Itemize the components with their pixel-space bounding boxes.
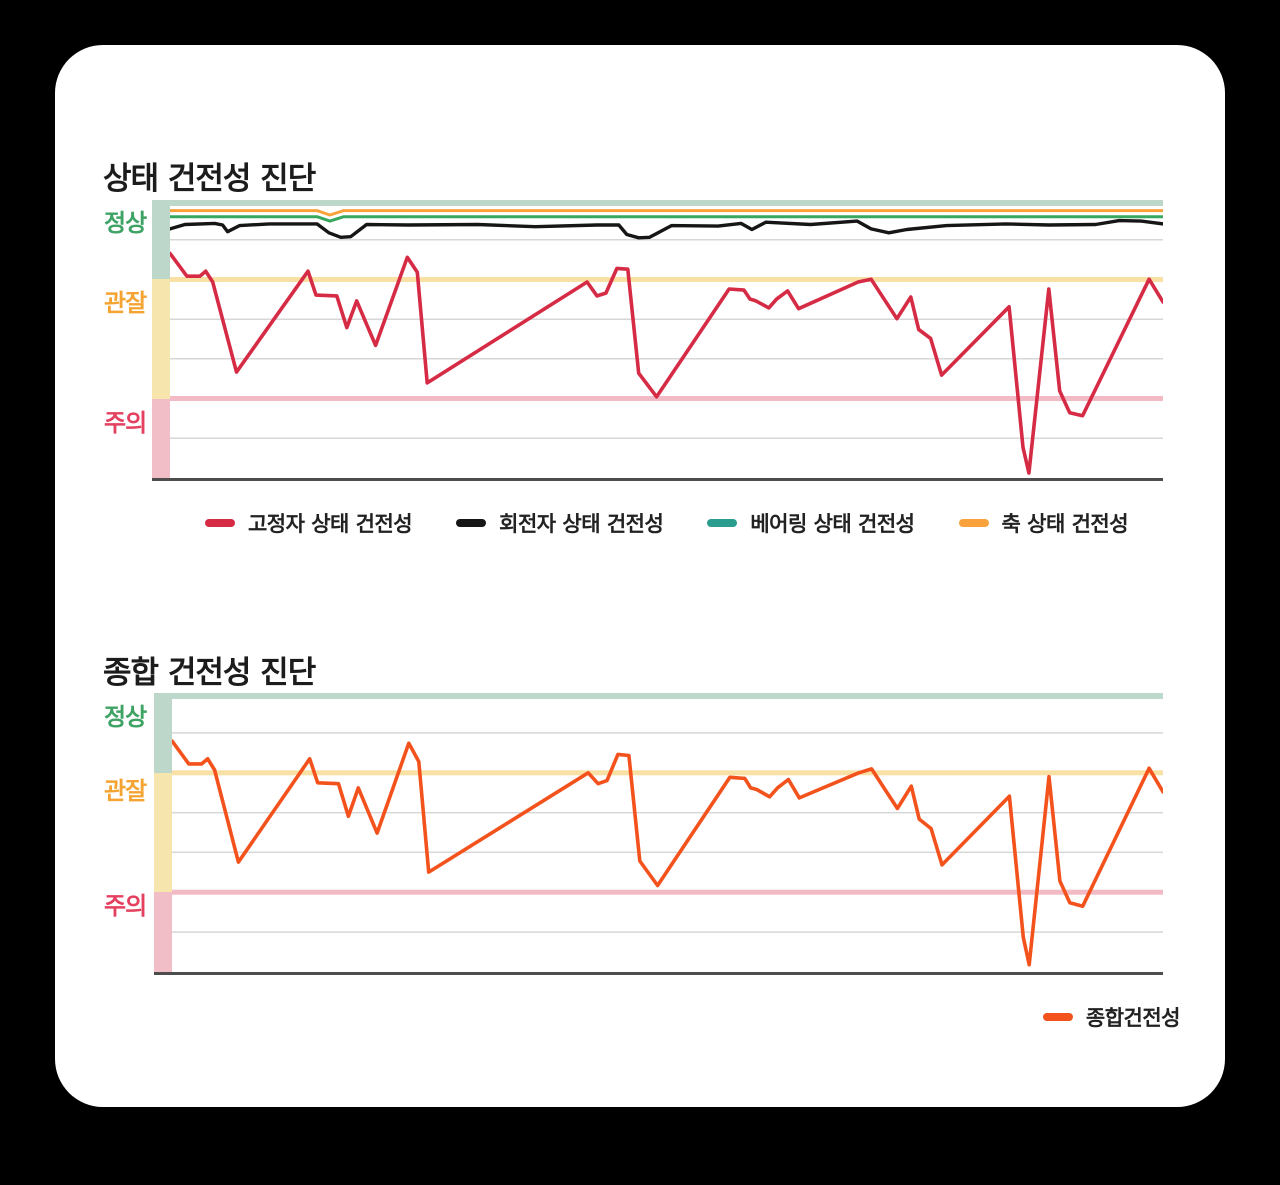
gridline-2 xyxy=(172,851,1163,854)
chart2-zone-label-normal: 정상 xyxy=(104,703,147,731)
gridline-0 xyxy=(170,239,1163,241)
stator-swatch xyxy=(204,519,235,527)
bearing-swatch xyxy=(707,519,738,527)
legend-item-overall: 종합건전성 xyxy=(1042,1002,1181,1032)
chart1-canvas xyxy=(170,200,1163,475)
legend-item-shaft: 축 상태 건전성 xyxy=(958,508,1129,538)
chart2-zone-band-column xyxy=(154,693,172,973)
chart1-area xyxy=(152,200,1163,481)
dashboard-card: 상태 건전성 진단 정상 관잘 주의 고정자 상태 건전성 회전자 상태 건전성… xyxy=(55,45,1225,1107)
chart2-canvas xyxy=(172,693,1163,967)
chart1-band-normal xyxy=(152,200,170,280)
legend-item-stator: 고정자 상태 건전성 xyxy=(204,508,413,538)
condition-health-chart-title: 상태 건전성 진단 xyxy=(103,160,316,197)
rotor-line xyxy=(170,218,1163,240)
chart1-zone-label-normal: 정상 xyxy=(104,209,147,237)
overall-health-chart-title: 종합 건전성 진단 xyxy=(103,654,316,691)
stator-line xyxy=(170,251,1163,475)
chart2-zone-label-caution: 주의 xyxy=(104,892,147,920)
chart2-band-caution xyxy=(154,892,172,973)
normal-zone-strip xyxy=(172,693,1163,699)
overall-line xyxy=(172,739,1163,967)
chart2-zone-label-observe: 관잘 xyxy=(104,777,147,805)
caution-threshold-line xyxy=(170,395,1163,401)
stator-legend-label: 고정자 상태 건전성 xyxy=(247,512,413,536)
gridline-3 xyxy=(172,931,1163,933)
overall-swatch xyxy=(1042,1013,1073,1021)
legend-item-rotor: 회전자 상태 건전성 xyxy=(456,508,664,538)
bearing-line xyxy=(170,215,1163,223)
shaft-legend-label: 축 상태 건전성 xyxy=(1001,512,1129,536)
chart1-zone-label-caution: 주의 xyxy=(104,409,147,437)
observe-threshold-line xyxy=(170,277,1163,283)
gridline-1 xyxy=(172,811,1163,814)
normal-zone-strip xyxy=(170,200,1163,206)
chart2-band-normal xyxy=(154,693,172,773)
chart1-zone-label-observe: 관잘 xyxy=(104,289,147,317)
chart1-band-observe xyxy=(152,279,170,399)
chart2-area xyxy=(154,693,1163,975)
overall-legend-label: 종합건전성 xyxy=(1085,1006,1181,1030)
legend-item-bearing: 베어링 상태 건전성 xyxy=(707,508,915,538)
chart1-zone-band-column xyxy=(152,200,170,478)
caution-threshold-line xyxy=(172,889,1163,895)
shaft-line xyxy=(170,209,1163,217)
gridline-1 xyxy=(170,318,1163,321)
chart2-legend: 종합건전성 xyxy=(1042,1002,1181,1032)
chart2-plot xyxy=(172,693,1163,972)
bearing-legend-label: 베어링 상태 건전성 xyxy=(750,512,915,536)
rotor-swatch xyxy=(456,519,487,527)
chart1-legend: 고정자 상태 건전성 회전자 상태 건전성 베어링 상태 건전성 축 상태 건전… xyxy=(170,508,1163,538)
chart1-plot xyxy=(170,200,1163,478)
gridline-0 xyxy=(172,732,1163,734)
observe-threshold-line xyxy=(172,770,1163,776)
rotor-legend-label: 회전자 상태 건전성 xyxy=(499,512,664,536)
gridline-3 xyxy=(170,437,1163,439)
chart2-band-observe xyxy=(154,772,172,893)
shaft-swatch xyxy=(958,519,989,527)
chart1-band-caution xyxy=(152,398,170,478)
gridline-2 xyxy=(170,357,1163,360)
